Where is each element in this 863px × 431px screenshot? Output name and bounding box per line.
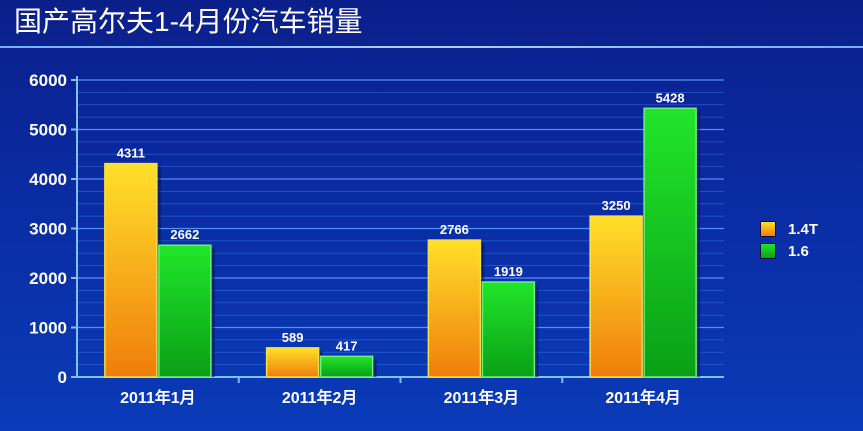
x-tick-label: 2011年4月 — [605, 388, 681, 407]
y-tick-label: 4000 — [29, 170, 67, 189]
y-tick-label: 2000 — [29, 269, 67, 288]
y-tick-label: 1000 — [29, 319, 67, 338]
legend-swatch-1-6 — [760, 243, 776, 259]
legend: 1.4T 1.6 — [760, 218, 818, 262]
bars — [104, 107, 701, 378]
data-label: 2662 — [170, 227, 199, 242]
data-label: 3250 — [602, 198, 631, 213]
y-tick-label: 3000 — [29, 220, 67, 239]
title-divider — [0, 46, 863, 48]
x-tick-label: 2011年2月 — [282, 388, 358, 407]
labels: 4311 2662 589 417 2766 1919 3250 5428 — [117, 90, 685, 353]
y-tick-label: 6000 — [29, 71, 67, 90]
bar-1-4t-4 — [589, 215, 643, 378]
bar-1-6-4 — [643, 107, 697, 378]
bar-1-6-2 — [319, 355, 374, 378]
bar-1-4t-1 — [104, 162, 158, 378]
legend-swatch-1-4t — [760, 221, 776, 237]
y-tick-label: 5000 — [29, 121, 67, 140]
bar-1-6-1 — [158, 244, 212, 378]
data-label: 2766 — [440, 222, 469, 237]
legend-label-1-6: 1.6 — [788, 242, 809, 260]
bar-1-6-3 — [481, 281, 536, 378]
axes: 0 1000 2000 3000 4000 5000 6000 2011年1月 2011年2月 2… — [29, 71, 724, 407]
y-tick-label: 0 — [58, 368, 67, 387]
data-label: 4311 — [117, 146, 145, 161]
x-tick-label: 2011年1月 — [120, 388, 196, 407]
legend-label-1-4t: 1.4T — [788, 220, 819, 238]
bar-1-4t-3 — [427, 239, 482, 378]
data-label: 417 — [336, 338, 358, 353]
data-label: 5428 — [656, 90, 685, 105]
data-label: 589 — [282, 330, 304, 345]
legend-item-1-4t: 1.4T — [760, 218, 818, 240]
x-tick-label: 2011年3月 — [444, 388, 520, 407]
bar-1-4t-2 — [265, 347, 320, 378]
data-label: 1919 — [494, 264, 523, 279]
chart-title: 国产高尔夫1-4月份汽车销量 — [14, 6, 363, 37]
legend-item-1-6: 1.6 — [760, 240, 818, 262]
